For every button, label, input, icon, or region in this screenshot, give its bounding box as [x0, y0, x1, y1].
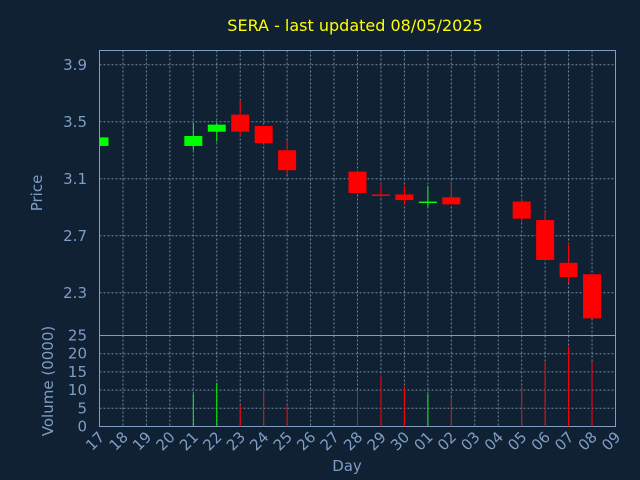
x-tick-label: 04 — [481, 428, 507, 454]
x-tick-label: 03 — [457, 428, 483, 454]
x-tick-label: 19 — [129, 428, 155, 454]
y-tick-label: 3.1 — [63, 170, 87, 188]
volume-tick-label: 0 — [77, 418, 87, 436]
price-grid — [99, 50, 616, 336]
volume-tick-label: 10 — [68, 381, 87, 399]
candle-body — [442, 197, 461, 205]
y-tick-label: 3.5 — [63, 113, 87, 131]
candle-body — [348, 171, 367, 193]
volume-axis-label: Volume (0000) — [39, 326, 57, 436]
y-tick-label: 2.3 — [63, 284, 87, 302]
x-axis-label: Day — [332, 457, 362, 475]
x-tick-label: 05 — [504, 428, 530, 454]
candle-body — [99, 137, 109, 146]
x-tick-label: 28 — [340, 428, 366, 454]
x-tick-label: 21 — [176, 428, 202, 454]
y-tick-label: 2.7 — [63, 227, 87, 245]
x-tick-label: 22 — [199, 428, 225, 454]
x-tick-label: 09 — [598, 428, 624, 454]
candle-body — [559, 262, 578, 278]
x-tick-label: 29 — [364, 428, 390, 454]
x-tick-label: 27 — [317, 428, 343, 454]
x-tick-label: 24 — [246, 428, 272, 454]
candle-body — [395, 194, 414, 201]
price-panel: 2.3 2.7 3.1 3.5 3.9 — [63, 50, 616, 336]
x-tick-label: 08 — [575, 428, 601, 454]
volume-tick-label: 20 — [68, 345, 87, 363]
candle-body — [536, 220, 555, 260]
candles — [99, 100, 602, 319]
volume-grid — [99, 335, 616, 427]
candle-body — [418, 201, 437, 204]
x-tick-label: 23 — [223, 428, 249, 454]
x-tick-label: 01 — [410, 428, 436, 454]
x-tick-label: 06 — [528, 428, 554, 454]
y-tick-label: 3.9 — [63, 56, 87, 74]
volume-tick-label: 25 — [68, 327, 87, 345]
candle-body — [207, 124, 226, 132]
x-tick-label: 20 — [152, 428, 178, 454]
candle-body — [371, 194, 390, 196]
candle-body — [278, 150, 297, 171]
volume-tick-label: 15 — [68, 363, 87, 381]
x-tick-label: 18 — [106, 428, 132, 454]
x-tick-label: 02 — [434, 428, 460, 454]
y-axis-label: Price — [28, 175, 46, 212]
candle-body — [254, 126, 273, 144]
x-tick-label: 25 — [270, 428, 296, 454]
candle-body — [231, 114, 250, 132]
x-axis: 1718192021222324252627282930010203040506… — [82, 428, 624, 454]
candle-body — [583, 274, 602, 319]
x-tick-label: 30 — [387, 428, 413, 454]
candle-body — [512, 201, 531, 219]
volume-tick-label: 5 — [77, 399, 87, 417]
price-axis: 2.3 2.7 3.1 3.5 3.9 — [63, 56, 87, 302]
x-tick-label: 07 — [551, 428, 577, 454]
x-tick-label: 26 — [293, 428, 319, 454]
volume-bars — [192, 346, 593, 427]
chart-title: SERA - last updated 08/05/2025 — [227, 16, 482, 35]
candle-body — [184, 136, 203, 146]
